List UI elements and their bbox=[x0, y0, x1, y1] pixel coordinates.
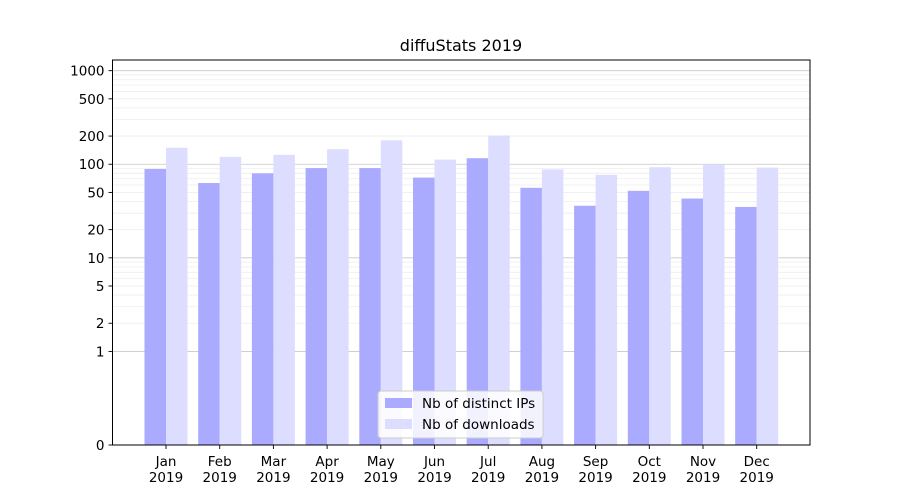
x-tick-label: Dec 2019 bbox=[740, 454, 774, 486]
legend-label: Nb of downloads bbox=[422, 417, 535, 433]
x-tick-label: Apr 2019 bbox=[310, 454, 344, 486]
bar-distinct-ips bbox=[251, 173, 274, 445]
y-tick-label: 100 bbox=[79, 157, 105, 173]
bar-downloads bbox=[380, 140, 403, 445]
legend-box bbox=[377, 390, 544, 439]
bar-downloads bbox=[488, 135, 510, 445]
bar-downloads bbox=[273, 154, 295, 445]
bar-downloads bbox=[703, 164, 725, 445]
bar-distinct-ips bbox=[144, 168, 166, 445]
x-tick-label: Nov 2019 bbox=[686, 454, 720, 486]
x-tick-label: Sep 2019 bbox=[578, 454, 612, 486]
bar-distinct-ips bbox=[305, 168, 328, 445]
legend-swatch bbox=[385, 419, 412, 429]
bar-downloads bbox=[756, 167, 779, 445]
bar-downloads bbox=[541, 169, 564, 446]
bar-distinct-ips bbox=[520, 187, 542, 445]
x-tick-label: Oct 2019 bbox=[632, 454, 666, 486]
bar-downloads bbox=[434, 159, 456, 445]
x-tick-label: Aug 2019 bbox=[525, 454, 559, 486]
bar-downloads bbox=[595, 174, 618, 445]
plot-frame bbox=[112, 59, 811, 446]
bar-distinct-ips bbox=[735, 206, 757, 445]
bar-distinct-ips bbox=[413, 177, 435, 446]
bar-distinct-ips bbox=[198, 183, 220, 446]
bar-distinct-ips bbox=[359, 168, 381, 445]
y-tick-label: 500 bbox=[79, 92, 105, 108]
y-tick-label: 200 bbox=[79, 129, 105, 145]
y-tick-label: 50 bbox=[87, 185, 104, 201]
legend-label: Nb of distinct IPs bbox=[422, 396, 535, 412]
y-tick-label: 5 bbox=[96, 279, 105, 295]
y-tick-label: 1000 bbox=[70, 64, 104, 80]
x-tick-label: May 2019 bbox=[364, 454, 398, 486]
bar-downloads bbox=[166, 147, 188, 445]
y-tick-label: 2 bbox=[96, 316, 105, 332]
bar-downloads bbox=[219, 156, 242, 446]
bars bbox=[144, 135, 779, 446]
x-tick-label: Jul 2019 bbox=[471, 454, 505, 486]
chart-title: diffuStats 2019 bbox=[400, 36, 522, 55]
y-tick-label: 0 bbox=[96, 438, 105, 454]
bar-downloads bbox=[327, 149, 349, 445]
bar-distinct-ips bbox=[681, 198, 703, 445]
legend: Nb of distinct IPs Nb of downloads bbox=[377, 390, 544, 439]
bar-distinct-ips bbox=[574, 205, 596, 445]
bar-downloads bbox=[649, 167, 671, 446]
y-tick-label: 10 bbox=[87, 251, 104, 267]
y-tick-label: 1 bbox=[96, 344, 105, 360]
x-tick-label: Mar 2019 bbox=[256, 454, 290, 486]
x-tick-label: Jan 2019 bbox=[149, 454, 183, 486]
x-tick-label: Jun 2019 bbox=[417, 454, 451, 486]
legend-swatch bbox=[385, 398, 412, 408]
y-axis: 0 1 2 5 10 20 50 100 200 500 1000 bbox=[70, 64, 113, 454]
y-tick-label: 20 bbox=[87, 223, 104, 239]
x-axis: Jan 2019 Feb 2019 Mar 2019 Apr 2019 May 2019 Jun 20… bbox=[149, 445, 774, 486]
x-tick-label: Feb 2019 bbox=[203, 454, 237, 486]
bar-distinct-ips bbox=[466, 158, 489, 446]
bar-distinct-ips bbox=[627, 190, 650, 445]
